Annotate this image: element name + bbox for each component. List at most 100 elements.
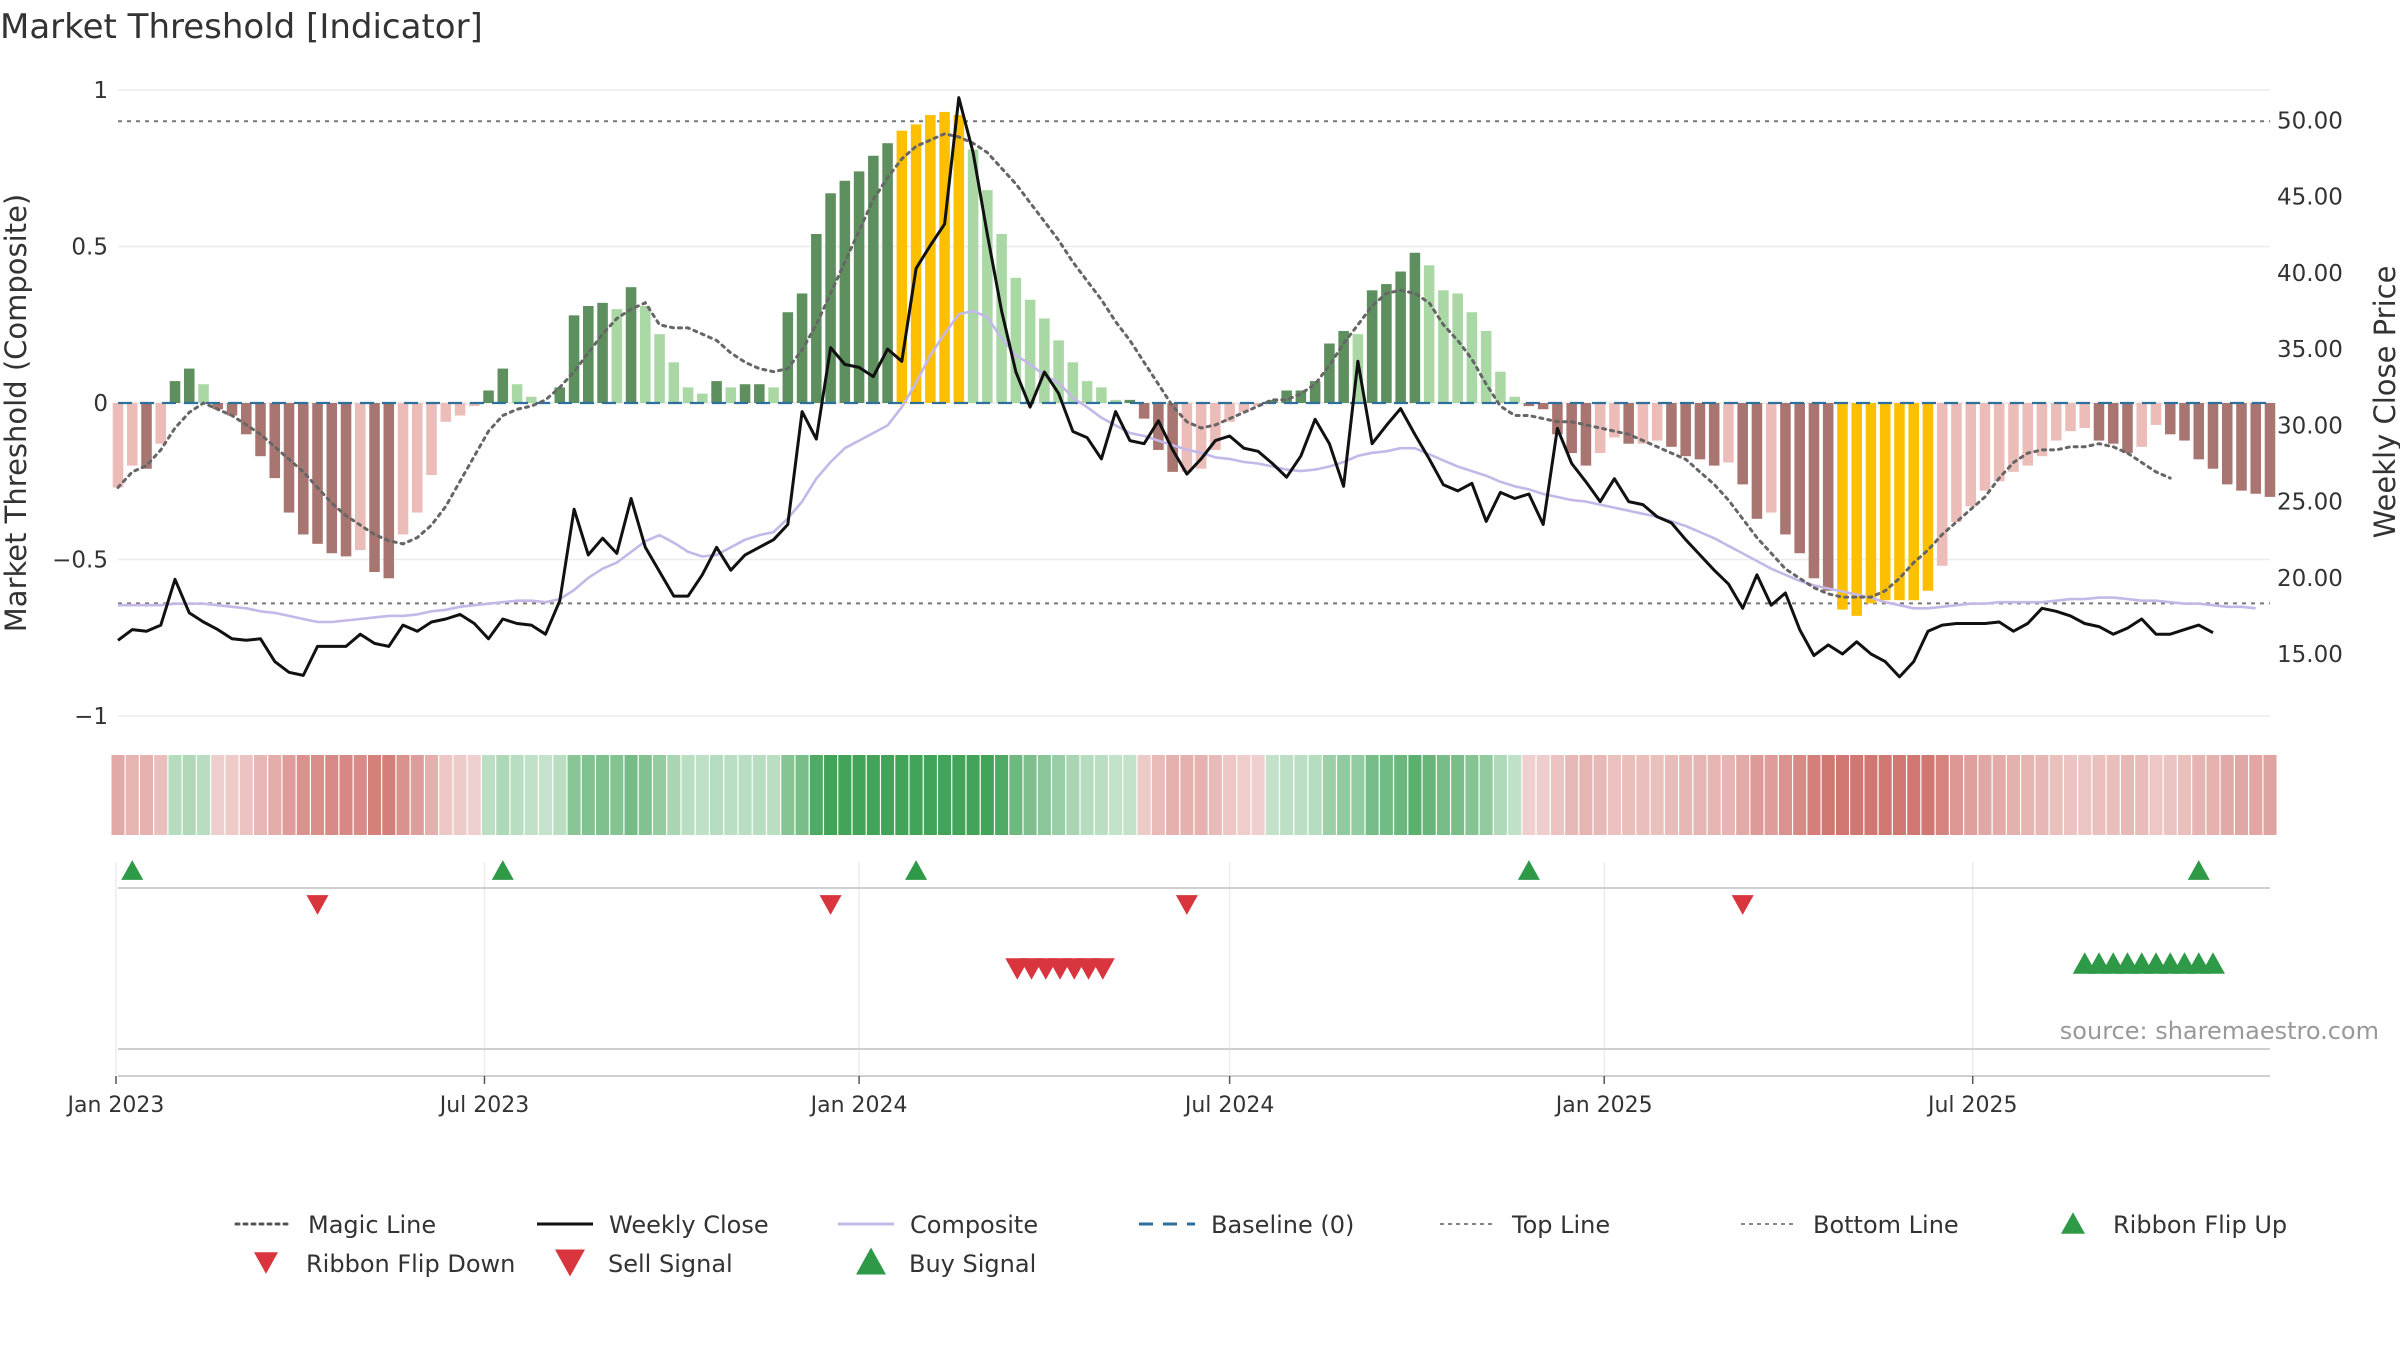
ribbon-cell [1949,755,1963,835]
ribbon-cell [1892,755,1906,835]
histogram-bar [1623,403,1634,444]
ribbon-cell [2163,755,2177,835]
histogram-bar [340,403,352,557]
ribbon-cell [296,755,310,835]
histogram-bar [1096,387,1107,403]
histogram-bar [2008,403,2019,472]
histogram-bar [426,403,437,475]
ribbon-cell [795,755,809,835]
ribbon-cell [1921,755,1935,835]
y-left-tick-label: 0 [93,391,108,417]
histogram-bar [526,396,537,403]
ribbon-cell [1835,755,1849,835]
histogram-bar [469,403,480,407]
composite-line [118,309,2256,624]
histogram-bar [312,403,323,544]
histogram-bar [853,171,865,403]
histogram-bar [1067,362,1079,403]
legend: Magic Line Weekly Close Composite Baseline … [234,1211,2287,1278]
ribbon-cell [410,755,424,835]
histogram-bar [1993,403,2005,482]
y-left-tick-label: 0.5 [71,235,108,261]
histogram-bar [1167,403,1178,472]
ribbon-cell [938,755,952,835]
histogram-bar [397,403,409,535]
legend-label: Magic Line [308,1211,436,1239]
histogram-bar [1922,403,1934,591]
histogram-bar [597,302,608,403]
ribbon-cell [1337,755,1351,835]
ribbon-cell [1408,755,1422,835]
histogram-bar [169,381,181,403]
histogram-bar [1053,340,1064,403]
ribbon-cell [1037,755,1051,835]
legend-item: Sell Signal [555,1249,733,1278]
histogram-bar [1138,403,1150,419]
ribbon-cell [396,755,410,835]
legend-item: Ribbon Flip Down [254,1250,515,1278]
histogram-bar [269,403,281,479]
ribbon-cell [196,755,211,835]
histogram-bar [1309,381,1321,403]
histogram-bar [2193,403,2205,460]
ribbon-cell [524,755,538,835]
histogram-bar [1409,252,1421,403]
ribbon-flip-up-marker [121,860,144,880]
ribbon-cell [852,755,866,835]
ribbon-cell [111,755,125,835]
ribbon-cell [667,755,681,835]
ribbon-cell [496,755,510,835]
ribbon-cell [1223,755,1237,835]
ribbon-cell [2263,755,2277,835]
chart-title: Market Threshold [Indicator] [0,7,483,47]
y-right-tick-label: 15.00 [2277,642,2343,668]
histogram-bar [1694,403,1706,460]
histogram-bar [1594,403,1606,454]
histogram-bar [1751,403,1763,519]
ribbon-cell [154,755,168,835]
ribbon-cell [539,755,553,835]
histogram-bar [811,233,822,403]
histogram-bar [2022,403,2033,466]
histogram-bar [1495,371,1506,403]
ribbon-cell [1365,755,1379,835]
ribbon-cell [1907,755,1921,835]
ribbon-cell [995,755,1009,835]
histogram-bar [2221,403,2233,485]
ribbon-cell [1935,755,1949,835]
histogram-bar [226,403,238,416]
histogram-bar [2122,403,2133,454]
ribbon-cell [353,755,367,835]
histogram-bar [896,130,908,403]
histogram-bar [1509,396,1520,403]
ribbon-cell [2106,755,2120,835]
histogram-bar [782,312,794,403]
ribbon-cell [439,755,453,835]
histogram-bar [297,403,309,535]
histogram-bar [2150,403,2162,425]
histogram-bar [768,387,779,403]
ribbon-cell [382,755,396,835]
histogram-bar [739,384,751,403]
source-note: source: sharemaestro.com [2060,1017,2379,1045]
ribbon-cell [1422,755,1436,835]
histogram-bar [1024,299,1036,403]
ribbon-cell [2206,755,2220,835]
ribbon-cell [1764,755,1778,835]
ribbon-cell [1294,755,1308,835]
ribbon-cell [1023,755,1037,835]
ribbon-cell [596,755,610,835]
ribbon-cell [1009,755,1023,835]
ribbon-cell [567,755,581,835]
ribbon-cell [211,755,225,835]
histogram-bar [126,403,138,466]
histogram-bar [1765,403,1777,513]
x-tick-label: Jan 2024 [809,1093,908,1118]
histogram-bar [1195,403,1207,469]
legend-label: Ribbon Flip Up [2113,1211,2287,1239]
ribbon-cell [1351,755,1365,835]
histogram-bar [1124,399,1136,403]
ribbon-cell [653,755,667,835]
ribbon-cell [168,755,182,835]
ribbon-flip-up-marker [905,860,928,880]
